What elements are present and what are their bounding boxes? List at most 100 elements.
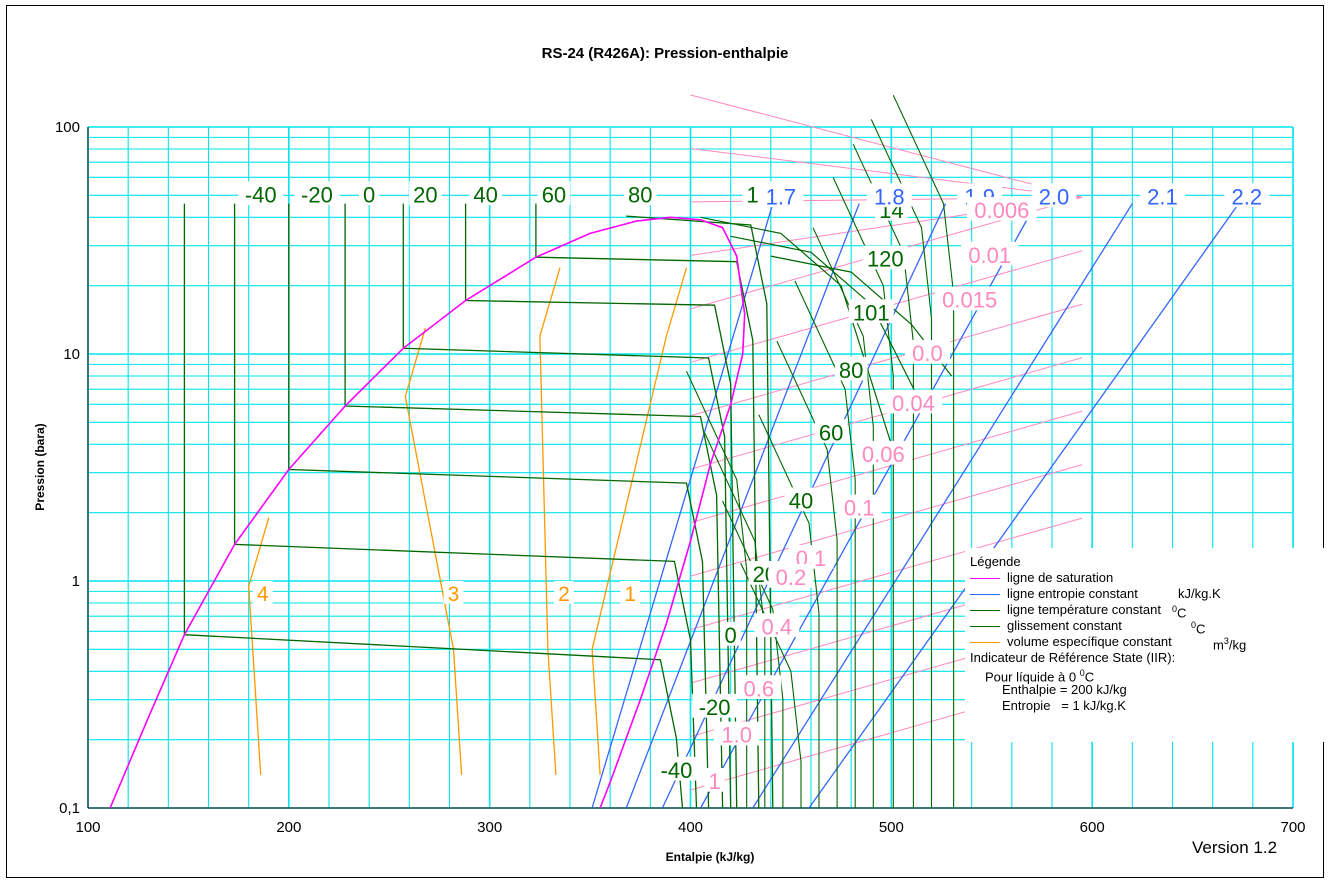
volume-liquid-label: 2 — [558, 583, 570, 606]
x-tick-label: 500 — [879, 819, 904, 836]
temperature-label: 0 — [363, 182, 375, 207]
legend: Légende ligne de saturation ligne entrop… — [965, 548, 1325, 742]
volume-label: 0.01 — [968, 243, 1011, 268]
temperature-label: -20 — [301, 182, 333, 207]
volume-label-bg — [736, 675, 782, 700]
legend-item-entropy: ligne entropie constant — [1007, 586, 1138, 601]
x-tick-label: 600 — [1080, 819, 1105, 836]
volume-label-bg — [754, 613, 800, 638]
temperature-label-bg — [834, 356, 868, 381]
legend-ref-entropy: Entropie = 1 kJ/kg.K — [1002, 698, 1126, 713]
isotherm-superheat — [722, 500, 784, 808]
entropy-label-bg — [866, 183, 912, 208]
volume-label-bg — [966, 196, 1037, 221]
volume-line-liquid — [404, 327, 463, 775]
temperature-label-bg — [653, 756, 699, 781]
isotherm-superheat — [870, 119, 933, 808]
legend-unit-temperature: 0C — [1172, 604, 1187, 621]
volume-label-bg — [788, 544, 834, 569]
temperature-label: 60 — [542, 182, 566, 207]
temperature-label-bg — [720, 621, 741, 646]
legend-title: Légende — [970, 554, 1021, 569]
volume-liquid-label-bg — [443, 580, 464, 604]
isotherm-superheat — [892, 94, 955, 808]
volume-label-bg — [961, 241, 1019, 266]
legend-unit-entropy: kJ/kg.K — [1178, 586, 1221, 601]
temperature-label-bg — [862, 245, 908, 270]
y-tick-label: 100 — [55, 119, 80, 136]
legend-swatch-volume — [970, 642, 1000, 643]
legend-ref-liquid: Pour líquide à 0 0C — [985, 668, 1095, 685]
volume-label-bg — [884, 389, 943, 414]
temperature-label-bg — [294, 181, 340, 206]
temperature-label-bg — [784, 487, 818, 512]
y-tick-label: 1 — [72, 573, 80, 590]
volume-line-liquid — [248, 517, 270, 775]
volume-line-vapour — [690, 147, 1083, 198]
isotherm-101 — [626, 215, 774, 809]
volume-label-bg — [704, 767, 725, 792]
entropy-label: 2.2 — [1232, 185, 1263, 210]
volume-label: 0.06 — [862, 442, 905, 467]
temperature-label-bg — [359, 181, 380, 206]
entropy-label: 2.1 — [1147, 185, 1178, 210]
temperature-label-bg — [848, 299, 894, 324]
volume-liquid-label: 4 — [257, 583, 269, 606]
isotherm-superheat — [852, 143, 914, 808]
isotherm--40 — [183, 203, 684, 809]
volume-label-bg — [934, 286, 1005, 311]
isotherm-superheat — [776, 340, 838, 808]
volume-label: 0.04 — [892, 391, 935, 416]
volume-label: 0.6 — [743, 676, 774, 701]
isotherm-superheat — [812, 227, 874, 808]
legend-item-temperature: ligne température constant — [1007, 602, 1161, 617]
x-tick-label: 300 — [477, 819, 502, 836]
temperature-label: 20 — [413, 182, 437, 207]
volume-label-bg — [768, 563, 814, 588]
volume-line-vapour — [690, 410, 1083, 524]
volume-liquid-label: 3 — [448, 583, 460, 606]
volume-label: 0.006 — [974, 198, 1029, 223]
legend-item-saturation: ligne de saturation — [1007, 570, 1114, 585]
volume-label: 0.1 — [844, 496, 875, 521]
entropy-line-2.2 — [808, 203, 1240, 809]
temperature-label-bg — [537, 181, 571, 206]
saturation-line — [109, 216, 746, 809]
saturation-curve — [109, 216, 746, 809]
isotherm-60 — [464, 203, 738, 809]
chart-title: RS-24 (R426A): Pression-enthalpie — [541, 45, 789, 62]
entropy-label-bg — [1224, 183, 1270, 208]
volume-line-vapour — [690, 357, 1083, 470]
temperature-label-bg — [469, 181, 502, 206]
legend-ref-title: Indicateur de Référence State (IIR): — [970, 650, 1176, 665]
isotherm-0 — [288, 203, 710, 809]
y-axis-label: Pression (bara) — [33, 423, 47, 511]
x-tick-label: 400 — [678, 819, 703, 836]
volume-label: 0.0 — [912, 341, 943, 366]
x-axis-label: Entalpie (kJ/kg) — [665, 850, 755, 864]
volume-label-bg — [905, 339, 950, 364]
volume-line-vapour — [690, 303, 1083, 417]
volume-label: 1.0 — [721, 723, 752, 748]
entropy-label-bg — [758, 183, 804, 208]
y-tick-label: 10 — [63, 346, 80, 363]
volume-line-vapour — [690, 94, 1083, 198]
volume-label-bg — [714, 721, 760, 746]
isotherm-superheat — [832, 177, 894, 808]
temperature-label-bg — [409, 181, 442, 206]
y-tick-label: 0,1 — [59, 800, 80, 817]
x-tick-label: 200 — [276, 819, 301, 836]
isotherm-arc — [730, 235, 923, 405]
temperature-label: 101 — [853, 300, 890, 325]
legend-item-volume: volume específique constant — [1007, 634, 1172, 649]
entropy-label-bg — [1031, 183, 1077, 208]
legend-swatch-glide — [970, 626, 1000, 627]
isotherm-superheat — [704, 432, 766, 808]
temperature-label: 80 — [839, 358, 863, 383]
entropy-label: 1.8 — [874, 185, 905, 210]
x-tick-label: 700 — [1280, 819, 1305, 836]
isotherm-40 — [402, 203, 732, 809]
temperature-label-bg — [814, 419, 848, 443]
temperature-label-bg — [692, 693, 738, 718]
entropy-label: 2.0 — [1039, 185, 1070, 210]
